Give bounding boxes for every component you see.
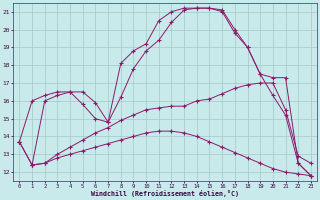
X-axis label: Windchill (Refroidissement éolien,°C): Windchill (Refroidissement éolien,°C) (91, 190, 239, 197)
